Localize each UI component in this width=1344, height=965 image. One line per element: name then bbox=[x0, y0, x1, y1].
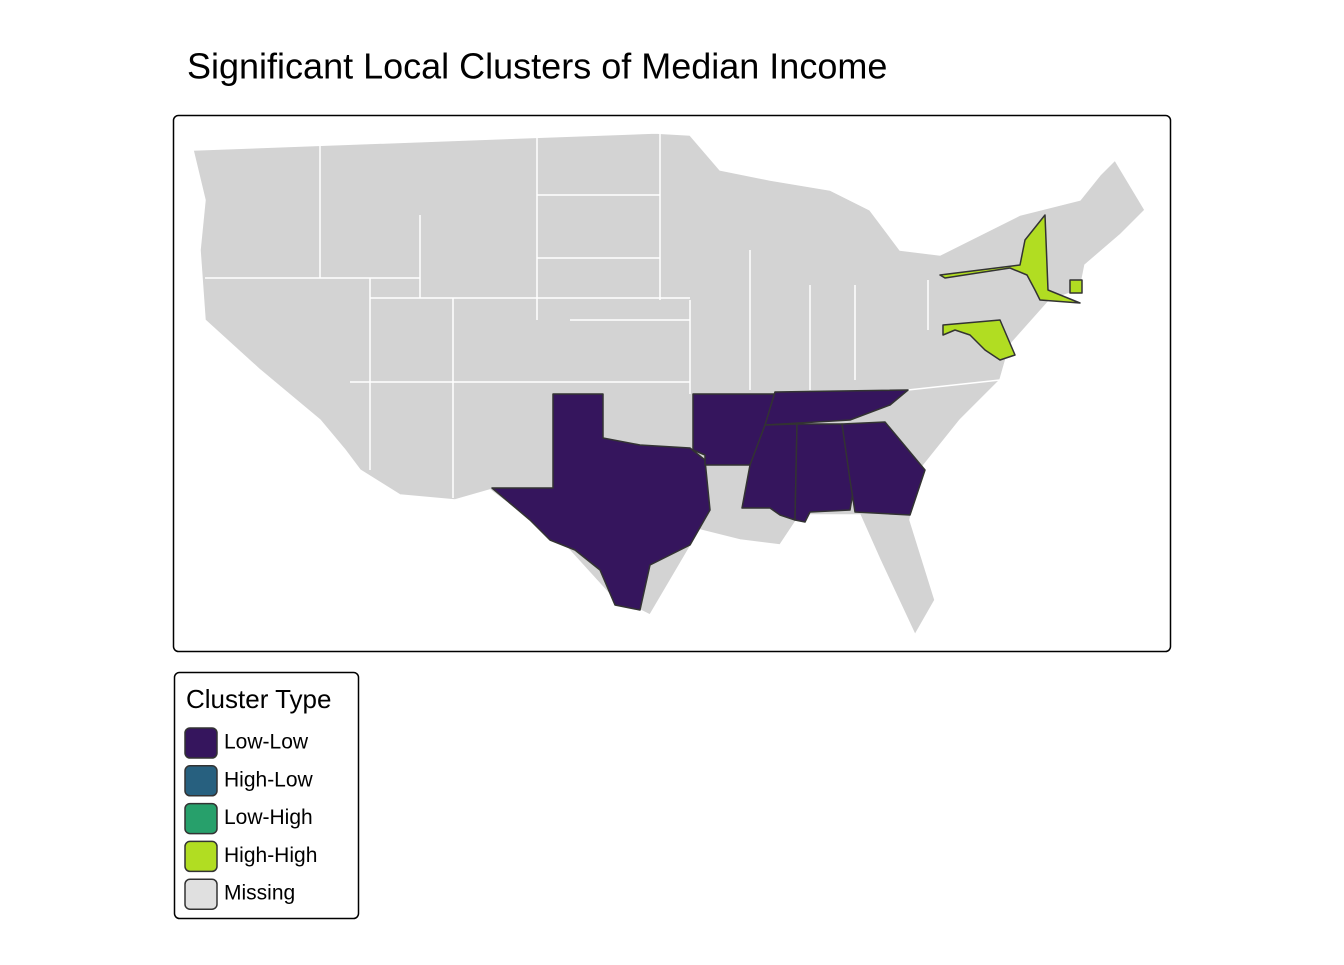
legend-swatch bbox=[184, 765, 218, 797]
legend-label: Missing bbox=[224, 882, 295, 905]
rhode-island bbox=[1069, 279, 1083, 294]
state-borders bbox=[205, 133, 1001, 498]
legend-label: High-High bbox=[224, 844, 317, 867]
legend-label: Low-Low bbox=[224, 731, 309, 754]
tennessee bbox=[764, 389, 909, 426]
texas bbox=[491, 393, 711, 611]
legend-box bbox=[173, 671, 360, 920]
legend-swatch bbox=[184, 802, 218, 835]
georgia bbox=[841, 421, 926, 516]
legend-swatch bbox=[184, 840, 218, 873]
legend-swatch bbox=[184, 727, 218, 759]
us-map bbox=[192, 132, 1146, 637]
map-title: Significant Local Clusters of Median Inc… bbox=[187, 46, 887, 87]
legend-title: Cluster Type bbox=[186, 684, 331, 714]
legend-swatch bbox=[184, 878, 218, 910]
new-york bbox=[939, 214, 1081, 304]
legend-items: Low-Low High-Low Low-High High-High Missing bbox=[184, 727, 317, 910]
maryland-delaware bbox=[942, 319, 1016, 361]
legend-label: Low-High bbox=[224, 806, 313, 829]
legend-label: High-Low bbox=[224, 768, 314, 791]
